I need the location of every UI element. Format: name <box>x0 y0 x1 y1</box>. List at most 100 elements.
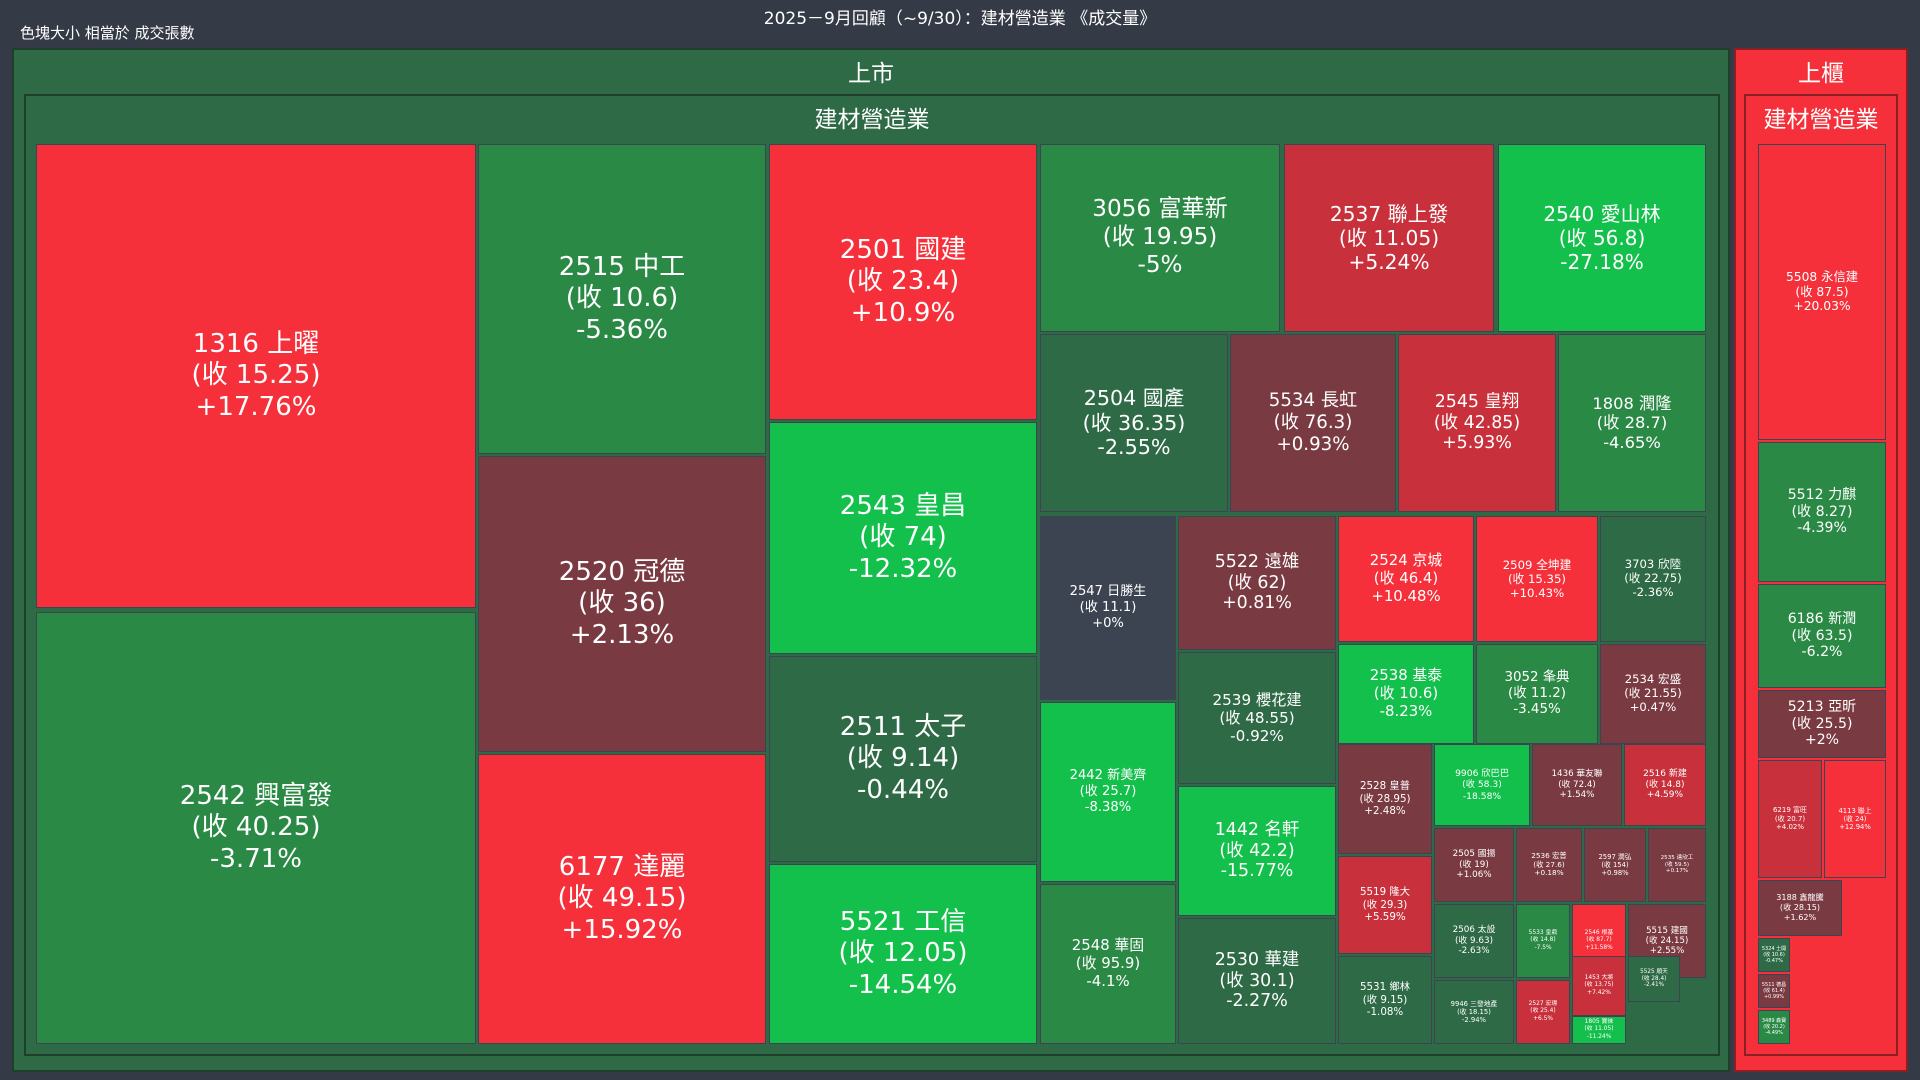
tile-close: (收 9.63) <box>1454 935 1494 946</box>
tile-close: (收 25.7) <box>1079 784 1137 800</box>
tile-label: 2527 宏璟 <box>1528 1001 1558 1008</box>
tile-close: (收 14.8) <box>1645 779 1685 790</box>
treemap-tile-2537-聯上發: 2537 聯上發 (收 11.05) +5.24% <box>1284 144 1494 332</box>
treemap-tile-2506-太設: 2506 太設 (收 9.63) -2.63% <box>1434 904 1514 978</box>
tile-close: (收 9.14) <box>846 743 960 774</box>
tile-close: (收 24) <box>1843 814 1867 823</box>
tile-label: 2537 聯上發 <box>1329 201 1449 226</box>
treemap-tile-6219-富旺: 6219 富旺 (收 20.7) +4.02% <box>1758 760 1822 878</box>
tile-close: (收 19.95) <box>1102 224 1218 251</box>
treemap-tile-5519-隆大: 5519 隆大 (收 29.3) +5.59% <box>1338 856 1432 954</box>
tile-close: (收 42.85) <box>1433 412 1521 433</box>
treemap-tile-2547-日勝生: 2547 日勝生 (收 11.1) +0% <box>1040 516 1176 700</box>
tile-label: 3056 富華新 <box>1092 196 1228 223</box>
tile-label: 9906 欣巴巴 <box>1455 768 1509 780</box>
tile-label: 3703 欣陸 <box>1624 557 1682 572</box>
tile-change: -8.38% <box>1084 799 1132 815</box>
treemap-tile-6177-達麗: 6177 達麗 (收 49.15) +15.92% <box>478 754 766 1044</box>
tile-change: -0.92% <box>1230 727 1284 746</box>
tile-label: 5511 德昌 <box>1761 982 1787 988</box>
tile-label: 5213 亞昕 <box>1787 698 1857 715</box>
tile-close: (收 12.05) <box>838 938 968 969</box>
treemap-tile-1442-名軒: 1442 名軒 (收 42.2) -15.77% <box>1178 786 1336 916</box>
tile-label: 2545 皇翔 <box>1434 391 1520 412</box>
treemap-tile-5324-士開: 5324 士開 (收 10.6) -0.47% <box>1758 938 1790 972</box>
tile-change: +5.59% <box>1364 911 1406 924</box>
tile-label: 3489 森寶 <box>1761 1018 1787 1024</box>
tile-label: 2528 皇普 <box>1359 780 1411 793</box>
market-label-tpex: 上櫃 <box>1798 61 1844 87</box>
tile-change: -2.55% <box>1097 435 1171 460</box>
tile-label: 2509 全坤建 <box>1502 557 1572 572</box>
tile-label: 2442 新美齊 <box>1069 768 1147 784</box>
tile-change: +6.5% <box>1533 1015 1553 1022</box>
tile-label: 6219 富旺 <box>1772 806 1808 815</box>
tile-change: -6.2% <box>1801 644 1843 661</box>
chart-title: 2025－9月回顧（~9/30）：建材營造業 《成交量》 <box>763 9 1157 29</box>
tile-label: 5519 隆大 <box>1359 886 1411 899</box>
tile-change: +17.76% <box>195 391 317 422</box>
treemap-tile-2542-興富發: 2542 興富發 (收 40.25) -3.71% <box>36 612 476 1044</box>
treemap-tile-6186-新潤: 6186 新潤 (收 63.5) -6.2% <box>1758 584 1886 688</box>
tile-close: (收 29.3) <box>1362 898 1408 911</box>
treemap-tile-2540-愛山林: 2540 愛山林 (收 56.8) -27.18% <box>1498 144 1706 332</box>
tile-close: (收 9.15) <box>1362 993 1408 1006</box>
tile-close: (收 62) <box>1227 572 1287 593</box>
tile-change: +11.58% <box>1585 944 1613 951</box>
tile-label: 5533 皇鼎 <box>1528 930 1558 937</box>
tile-change: +10.43% <box>1509 586 1565 601</box>
tile-change: +7.42% <box>1587 989 1611 996</box>
tile-label: 2505 國揚 <box>1452 849 1496 860</box>
treemap-tile-9946-三發地產: 9946 三發地產 (收 18.15) -2.94% <box>1434 980 1514 1044</box>
tile-label: 1808 潤隆 <box>1592 393 1672 413</box>
tile-close: (收 22.75) <box>1624 571 1682 586</box>
tile-label: 5534 長虹 <box>1268 390 1358 412</box>
treemap-tile-5531-鄉林: 5531 鄉林 (收 9.15) -1.08% <box>1338 956 1432 1044</box>
tile-close: (收 20.2) <box>1763 1024 1785 1030</box>
tile-change: +15.92% <box>561 914 683 945</box>
treemap-tile-2545-皇翔: 2545 皇翔 (收 42.85) +5.93% <box>1398 334 1556 512</box>
tile-close: (收 59.5) <box>1664 861 1690 868</box>
tile-change: -4.49% <box>1765 1030 1783 1036</box>
treemap-tile-2501-國建: 2501 國建 (收 23.4) +10.9% <box>769 144 1037 420</box>
tile-label: 1436 華友聯 <box>1551 769 1603 780</box>
tile-close: (收 49.15) <box>557 883 687 914</box>
tile-close: (收 10.6) <box>1373 684 1439 703</box>
tile-label: 1316 上曜 <box>192 329 320 360</box>
tile-label: 2534 宏盛 <box>1624 672 1682 687</box>
tile-change: -11.24% <box>1586 1033 1612 1040</box>
tile-change: -2.94% <box>1461 1016 1487 1025</box>
tile-label: 6177 達麗 <box>558 852 686 883</box>
tile-close: (收 11.05) <box>1584 1026 1614 1033</box>
tile-close: (收 13.75) <box>1584 982 1614 989</box>
sector-label-tpex: 建材營造業 <box>1763 107 1879 133</box>
tile-close: (收 19) <box>1459 859 1489 870</box>
tile-close: (收 58.3) <box>1462 779 1502 791</box>
tile-change: +5.24% <box>1348 250 1430 275</box>
tile-change: -1.08% <box>1366 1006 1404 1019</box>
treemap-tile-3489-森寶: 3489 森寶 (收 20.2) -4.49% <box>1758 1010 1790 1044</box>
tile-change: +4.59% <box>1646 790 1684 801</box>
treemap-tile-1453-大將: 1453 大將 (收 13.75) +7.42% <box>1572 956 1626 1016</box>
treemap-tile-5521-工信: 5521 工信 (收 12.05) -14.54% <box>769 864 1037 1044</box>
treemap-tile-2530-華建: 2530 華建 (收 30.1) -2.27% <box>1178 918 1336 1044</box>
tile-label: 2548 華固 <box>1071 936 1145 955</box>
tile-label: 2524 京城 <box>1369 551 1443 570</box>
tile-change: -18.58% <box>1462 790 1502 802</box>
tile-change: +5.93% <box>1442 433 1512 454</box>
tile-change: +1.54% <box>1559 790 1595 801</box>
tile-change: +2.48% <box>1364 805 1406 818</box>
tile-close: (收 42.2) <box>1219 840 1295 861</box>
tile-change: +10.9% <box>850 297 956 328</box>
tile-label: 9946 三發地產 <box>1450 999 1498 1008</box>
tile-change: +0.47% <box>1629 699 1677 714</box>
tile-change: -2.27% <box>1226 991 1288 1012</box>
treemap-tile-5213-亞昕: 5213 亞昕 (收 25.5) +2% <box>1758 690 1886 758</box>
tile-label: 1453 大將 <box>1584 975 1614 982</box>
tile-close: (收 48.55) <box>1219 708 1295 727</box>
tile-label: 1442 名軒 <box>1214 819 1300 840</box>
treemap-tile-3703-欣陸: 3703 欣陸 (收 22.75) -2.36% <box>1600 516 1706 642</box>
tile-close: (收 15.35) <box>1508 571 1566 586</box>
tile-close: (收 10.6) <box>1763 952 1785 958</box>
